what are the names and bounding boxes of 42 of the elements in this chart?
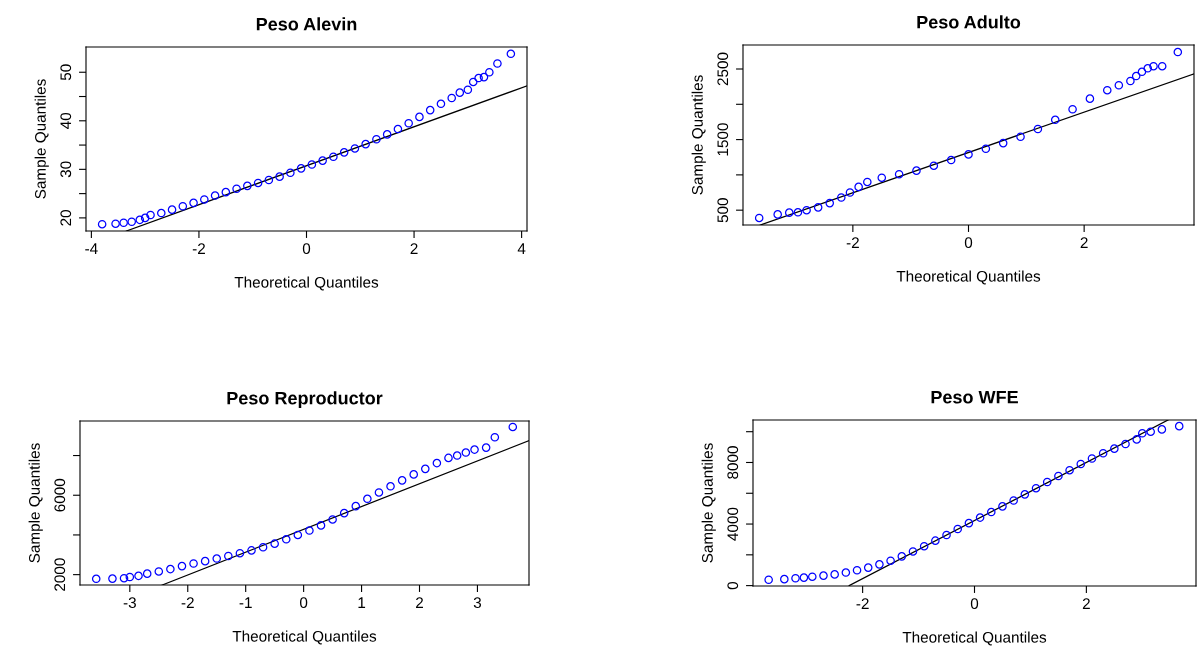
x-tick-label: 3 [473,597,482,609]
chart-title: Peso Alevin [256,17,357,31]
x-tick-label: 2 [416,597,423,608]
y-tick-label: 20 [60,209,72,226]
x-tick-label: 2 [1082,598,1090,609]
y-tick-label: 50 [60,64,72,81]
y-tick-label: 30 [60,161,72,178]
y-tick-label: 8000 [727,446,739,479]
x-tick-label: 1 [358,597,366,608]
chart-title: Peso Reproductor [227,391,383,409]
y-tick-label: 0 [727,581,739,590]
x-axis-title: Theoretical Quantiles [234,276,379,291]
x-tick-label: 2 [410,243,418,254]
x-tick-label: 0 [964,237,973,249]
y-tick-label: 2500 [717,52,729,86]
x-tick-label: -2 [192,243,205,254]
x-tick-label: -2 [181,597,194,608]
x-tick-label: -3 [123,597,136,609]
y-tick-label: 40 [60,112,72,129]
x-axis-title: Theoretical Quantiles [896,270,1041,285]
y-axis-title: Sample Quantiles [34,79,49,199]
y-tick-label: 4000 [727,507,739,541]
x-axis-title: Theoretical Quantiles [902,631,1047,646]
y-tick-label: 2000 [54,558,66,591]
y-axis-title: Sample Quantiles [28,443,43,563]
x-tick-label: 0 [299,597,308,609]
y-tick-label: 6000 [54,478,66,512]
x-tick-label: -2 [846,237,859,248]
y-tick-label: 500 [717,198,729,223]
x-axis-title: Theoretical Quantiles [232,630,377,645]
y-axis-title: Sample Quantiles [701,443,716,563]
x-tick-label: -2 [856,598,869,609]
x-tick-label: 4 [517,243,526,254]
x-tick-label: 0 [302,243,311,255]
y-tick-label: 1500 [717,123,729,156]
x-tick-label: 0 [970,598,979,610]
x-tick-label: 2 [1080,237,1088,248]
x-tick-label: -1 [239,597,252,608]
y-axis-title: Sample Quantiles [691,75,706,195]
chart-title: Peso Adulto [917,15,1021,29]
x-tick-label: -4 [85,243,98,254]
chart-title: Peso WFE [931,390,1018,404]
